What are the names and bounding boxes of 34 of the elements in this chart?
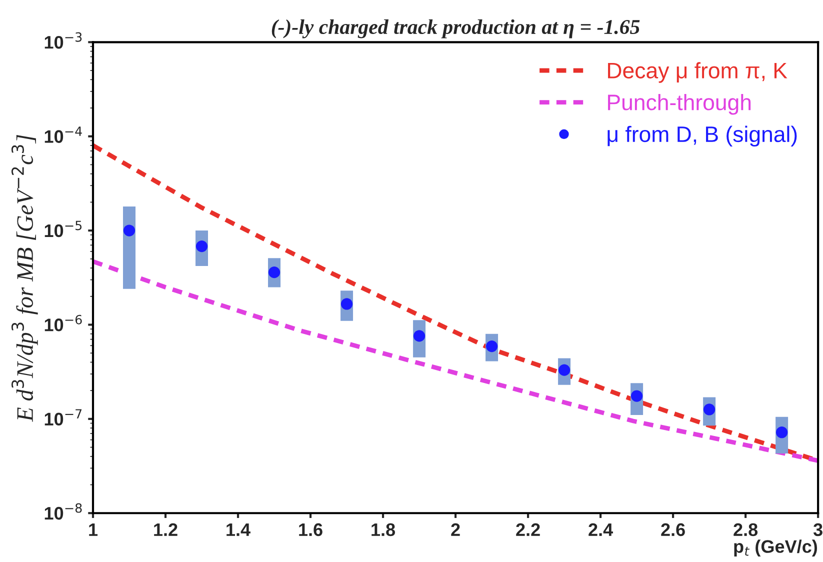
x-tick-label: 1 bbox=[89, 523, 98, 536]
x-tick-label: 2.6 bbox=[661, 523, 685, 536]
y-tick-label: 10$^{−4}$ bbox=[44, 126, 82, 143]
point bbox=[340, 298, 353, 310]
point bbox=[196, 240, 208, 252]
legend-label: Decay μ from π, K bbox=[608, 62, 788, 83]
x-tick-label: 1.6 bbox=[299, 523, 322, 536]
legend-label: Punch-through bbox=[608, 94, 751, 115]
x-axis-title: p$_{t}$ (GeV/c) bbox=[734, 540, 817, 556]
y-tick-label: 10$^{−6}$ bbox=[44, 314, 82, 332]
text: E d$^{3}$N/dp$^{3}$ for MB [GeV$^{−2}$c$^{3}$] bbox=[12, 134, 38, 422]
x-tick-label: 1.2 bbox=[154, 523, 178, 536]
legend-label: μ from D, B (signal) bbox=[608, 126, 797, 147]
y-tick-label: 10$^{−5}$ bbox=[44, 220, 82, 238]
x-tick-label: 2.8 bbox=[734, 523, 758, 536]
x-tick-label: 2.4 bbox=[588, 523, 613, 536]
point bbox=[268, 266, 280, 278]
line-series bbox=[93, 259, 818, 463]
x-tick-label: 3 bbox=[813, 523, 822, 536]
point bbox=[630, 390, 643, 402]
x-tick-label: 1.4 bbox=[226, 523, 250, 536]
y-tick-label: 10$^{−7}$ bbox=[44, 409, 82, 426]
y-tick-label: 10$^{−3}$ bbox=[44, 32, 82, 49]
point bbox=[776, 426, 788, 438]
x-tick-label: 1.8 bbox=[372, 523, 396, 536]
point bbox=[123, 224, 136, 236]
point bbox=[558, 364, 570, 376]
x-tick-label: 2 bbox=[451, 523, 460, 536]
x-tick-label: 2.2 bbox=[516, 523, 540, 536]
point bbox=[413, 330, 426, 342]
point bbox=[486, 340, 498, 352]
y-tick-label: 10$^{−8}$ bbox=[44, 503, 82, 520]
point bbox=[703, 404, 716, 416]
chart-title: (-)-ly charged track production at η = -1.65 bbox=[272, 19, 640, 38]
